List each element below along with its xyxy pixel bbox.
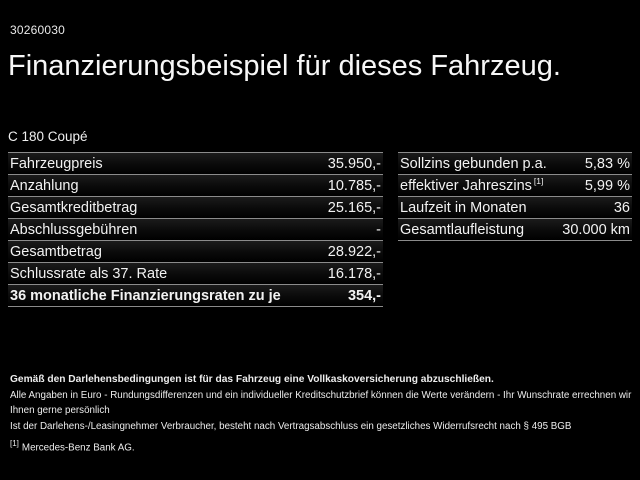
legal-footer: Gemäß den Darlehensbedingungen ist für d… bbox=[10, 372, 632, 456]
row-label: Sollzins gebunden p.a. bbox=[400, 155, 547, 172]
row-value: 36 bbox=[613, 199, 630, 216]
row-label: Laufzeit in Monaten bbox=[400, 199, 527, 216]
row-label: effektiver Jahreszins [1] bbox=[400, 175, 544, 194]
footnote-bank: [1] Mercedes-Benz Bank AG. bbox=[10, 436, 632, 456]
row-value: 16.178,- bbox=[327, 265, 381, 282]
table-row-monatsrate: 36 monatliche Finanzierungsraten zu je 3… bbox=[8, 285, 383, 307]
table-row-fahrzeugpreis: Fahrzeugpreis 35.950,- bbox=[8, 153, 383, 175]
row-label: Anzahlung bbox=[10, 177, 79, 194]
footnote-marker: [1] bbox=[10, 439, 19, 448]
table-row-anzahlung: Anzahlung 10.785,- bbox=[8, 175, 383, 197]
row-value: 5,83 % bbox=[584, 155, 630, 172]
table-row-effektiver-jahreszins: effektiver Jahreszins [1] 5,99 % bbox=[398, 175, 632, 197]
row-label: 36 monatliche Finanzierungsraten zu je bbox=[10, 287, 281, 304]
legal-line-insurance: Gemäß den Darlehensbedingungen ist für d… bbox=[10, 374, 494, 385]
table-row-schlussrate: Schlussrate als 37. Rate 16.178,- bbox=[8, 263, 383, 285]
row-label: Gesamtlaufleistung bbox=[400, 221, 525, 238]
table-row-gesamtkreditbetrag: Gesamtkreditbetrag 25.165,- bbox=[8, 197, 383, 219]
row-value: 354,- bbox=[347, 287, 381, 304]
row-value: 28.922,- bbox=[327, 243, 381, 260]
row-label: Fahrzeugpreis bbox=[10, 155, 103, 172]
table-row-gesamtlaufleistung: Gesamtlaufleistung 30.000 km bbox=[398, 219, 632, 241]
table-row-laufzeit: Laufzeit in Monaten 36 bbox=[398, 197, 632, 219]
row-value: - bbox=[376, 221, 381, 238]
row-value: 5,99 % bbox=[584, 177, 630, 194]
conditions-table: Sollzins gebunden p.a. 5,83 % effektiver… bbox=[398, 152, 632, 241]
page-id: 30260030 bbox=[10, 23, 65, 37]
table-row-gesamtbetrag: Gesamtbetrag 28.922,- bbox=[8, 241, 383, 263]
row-value: 35.950,- bbox=[327, 155, 381, 172]
financing-table: Fahrzeugpreis 35.950,- Anzahlung 10.785,… bbox=[8, 152, 383, 307]
row-value: 10.785,- bbox=[327, 177, 381, 194]
vehicle-model-label: C 180 Coupé bbox=[8, 129, 88, 144]
page-title: Finanzierungsbeispiel für dieses Fahrzeu… bbox=[8, 50, 561, 82]
footnote-marker: [1] bbox=[533, 175, 544, 186]
table-row-sollzins: Sollzins gebunden p.a. 5,83 % bbox=[398, 153, 632, 175]
row-value: 30.000 km bbox=[562, 221, 630, 238]
row-label: Gesamtkreditbetrag bbox=[10, 199, 138, 216]
row-label: Gesamtbetrag bbox=[10, 243, 102, 260]
row-value: 25.165,- bbox=[327, 199, 381, 216]
legal-line-withdrawal: Ist der Darlehens-/Leasingnehmer Verbrau… bbox=[10, 420, 572, 432]
row-label: Abschlussgebühren bbox=[10, 221, 138, 238]
footnote-text: Mercedes-Benz Bank AG. bbox=[21, 442, 135, 454]
legal-line-disclaimer: Alle Angaben in Euro - Rundungsdifferenz… bbox=[10, 389, 632, 417]
row-label: Schlussrate als 37. Rate bbox=[10, 265, 168, 282]
table-row-abschlussgebuehren: Abschlussgebühren - bbox=[8, 219, 383, 241]
